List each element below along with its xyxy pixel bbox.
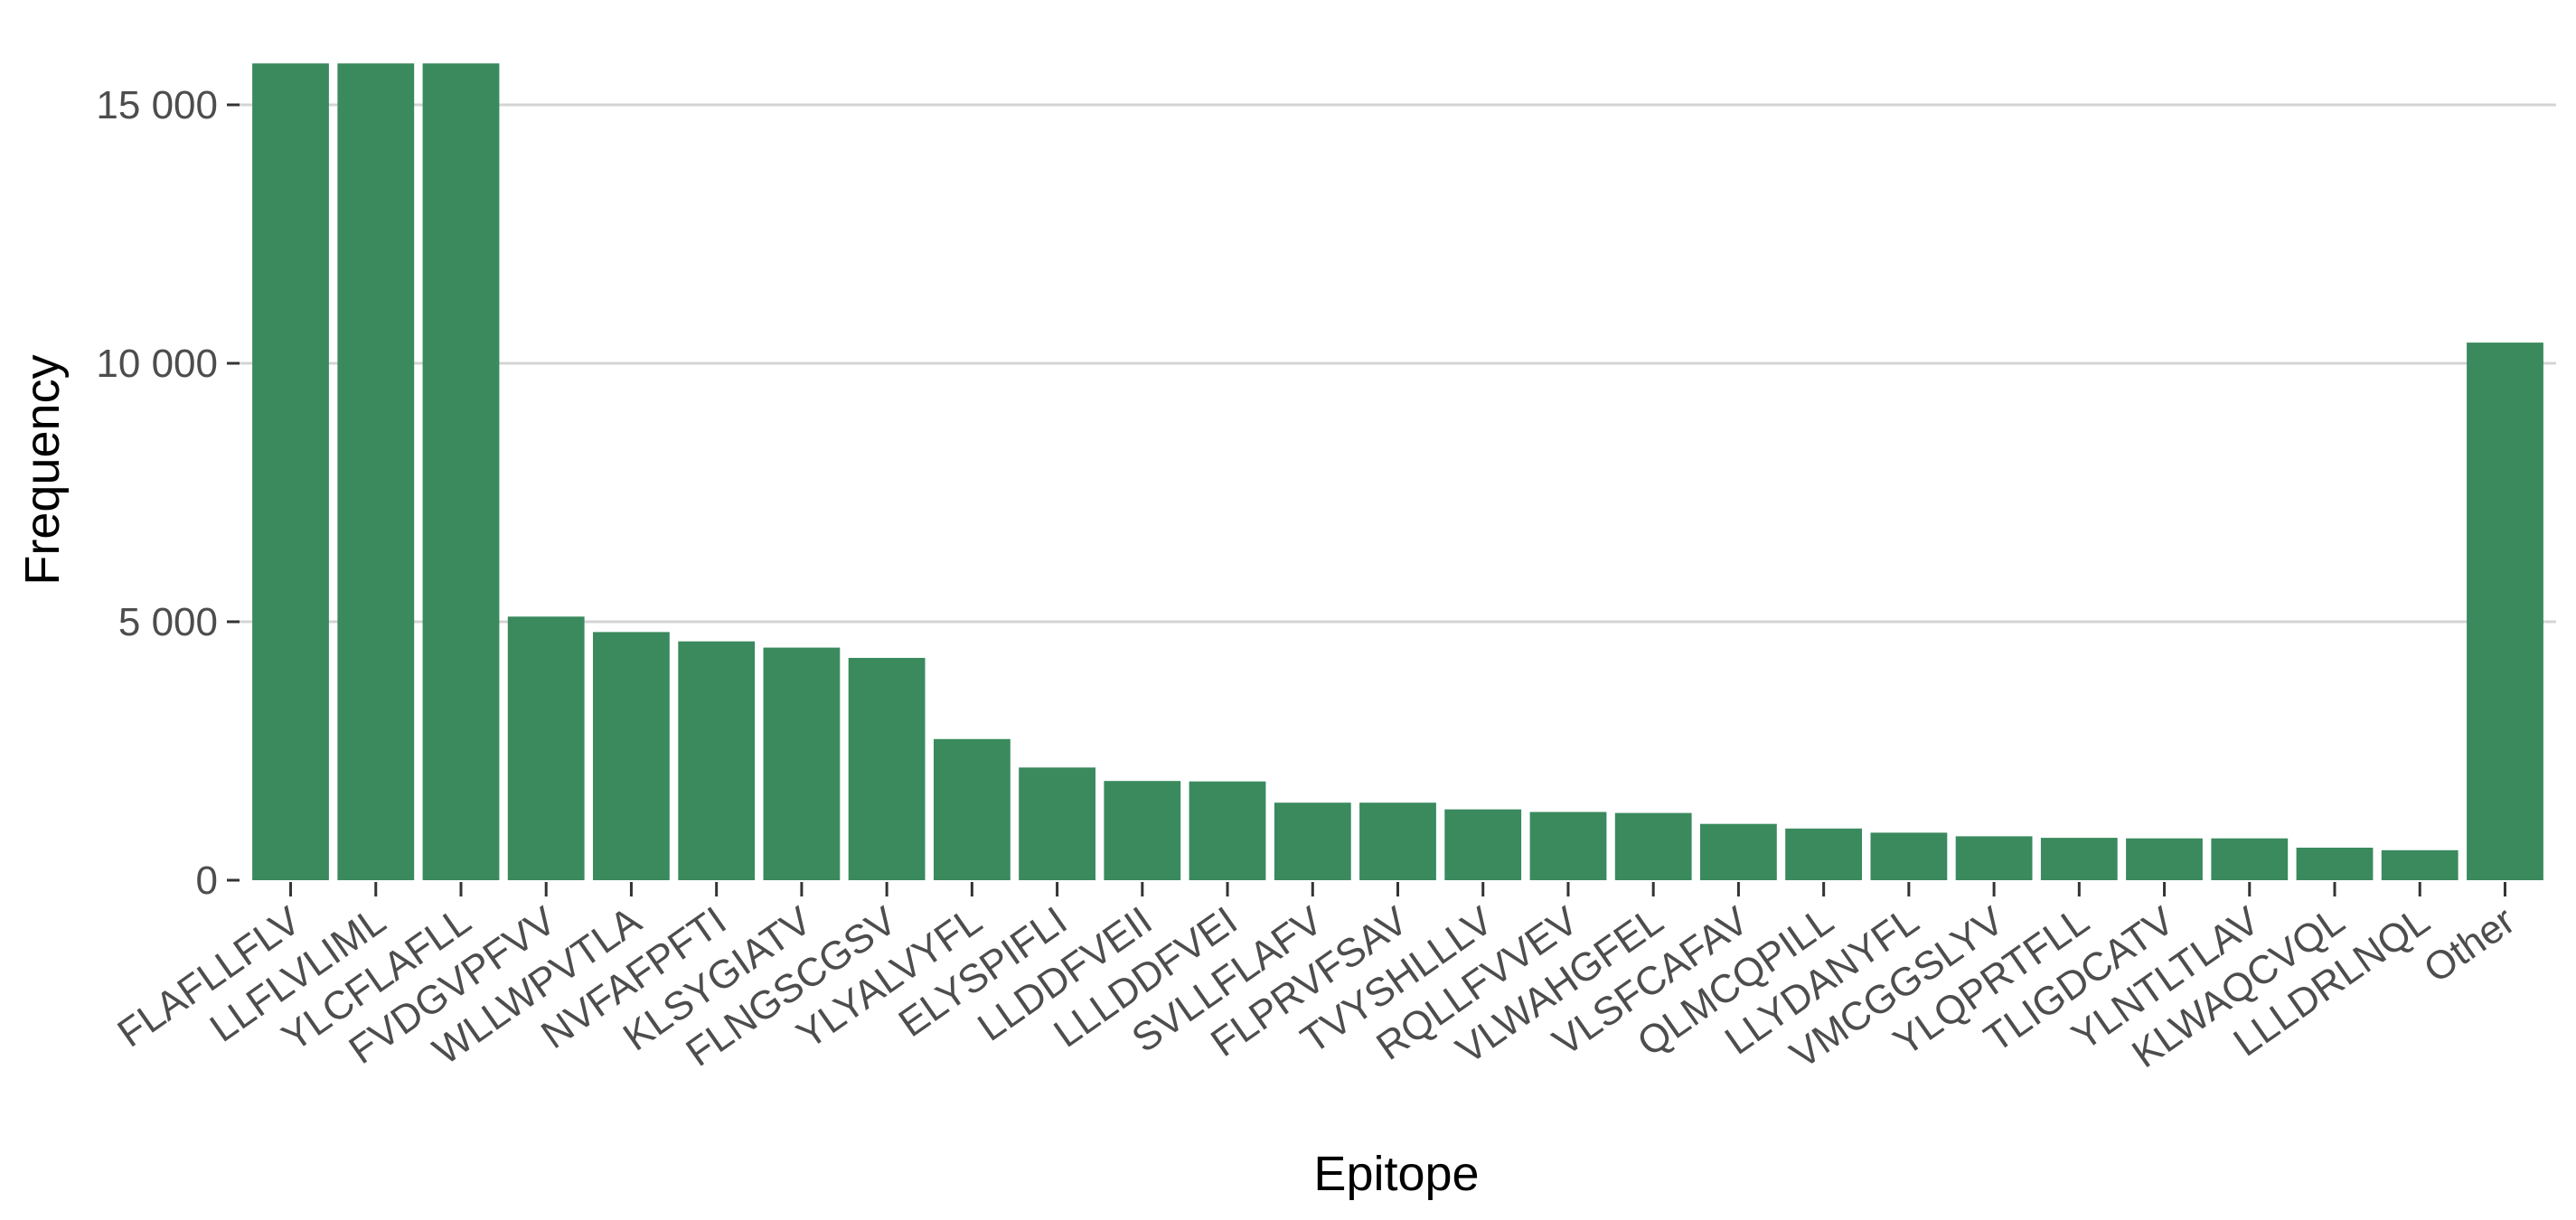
bar [1700,823,1777,880]
bar [2381,849,2458,880]
bar [1274,802,1351,880]
bar [2467,343,2543,881]
bar [252,63,329,880]
bar [934,738,1011,880]
y-tick-label: 15 000 [96,83,218,127]
bar [763,647,841,880]
x-tick-label: Other [2416,898,2523,991]
bar [848,658,926,880]
bar [593,632,670,880]
y-tick-label: 0 [196,859,218,903]
bar [2211,838,2289,880]
y-tick-label: 5 000 [118,600,218,644]
y-axis-ticks: 0 5 000 10 000 15 000 [96,83,240,903]
bar [1785,828,1862,880]
bar [2296,848,2374,880]
x-axis-ticks: FLAFLLFLVLLFLVLIMLYLCFLAFLLFVDGVPFVVWLLW… [109,882,2523,1077]
bar [1870,832,1948,880]
bar [1614,812,1692,880]
bar [337,63,415,880]
gridlines [240,103,2556,624]
bar [1529,812,1607,880]
bars [252,63,2543,881]
bar [1104,781,1181,880]
bar [1955,836,2033,880]
bar [1444,809,1522,880]
bar [678,641,756,880]
x-axis-title: Epitope [1313,1147,1479,1201]
bar [1019,767,1095,880]
bar [1189,781,1266,880]
bar [422,63,500,880]
y-tick-label: 10 000 [96,342,218,386]
bar [1359,802,1436,880]
bar [2040,838,2118,880]
bar [2126,838,2203,880]
bar [507,616,585,880]
y-axis-title: Frequency [15,354,70,585]
